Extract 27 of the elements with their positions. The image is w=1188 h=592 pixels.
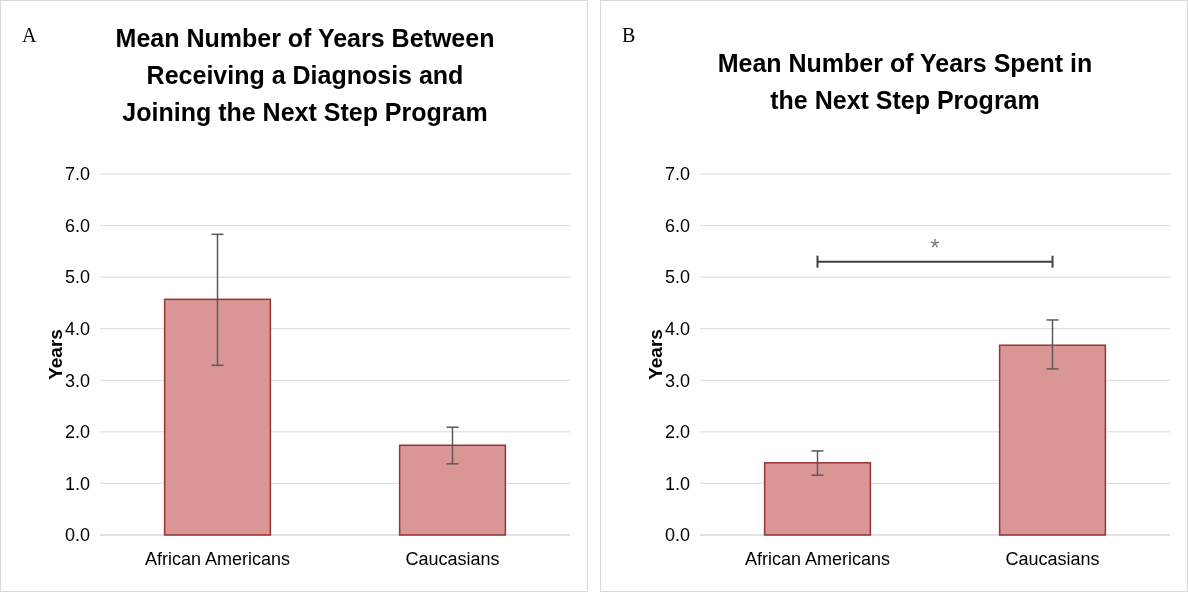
y-tick-label: 5.0 [664, 267, 690, 288]
annotation: * [930, 233, 940, 261]
y-tick-label: 6.0 [64, 215, 90, 236]
y-tick-label: 2.0 [64, 422, 90, 443]
x-tick-label: African Americans [144, 549, 291, 569]
y-tick-label: 4.0 [664, 319, 690, 340]
y-tick-label: 0.0 [64, 525, 90, 546]
y-tick-label: 1.0 [664, 473, 690, 494]
y-tick-label: 7.0 [64, 164, 90, 185]
text: B [622, 24, 636, 46]
text: A [22, 24, 37, 46]
chart-title: Mean Number of Years Between Receiving a Diagnosis and Joining the Next Step Program [115, 24, 495, 126]
y-axis-title: Years [45, 329, 66, 380]
y-tick-label: 4.0 [64, 319, 90, 340]
x-tick-label: Caucasians [405, 549, 500, 569]
y-tick-label: 6.0 [664, 215, 690, 236]
y-tick-label: 2.0 [664, 422, 690, 443]
y-tick-label: 1.0 [64, 473, 90, 494]
x-tick-label: African Americans [744, 549, 891, 569]
y-tick-label: 3.0 [64, 370, 90, 391]
y-tick-label: 7.0 [664, 164, 690, 185]
y-tick-label: 5.0 [64, 267, 90, 288]
x-tick-label: Caucasians [1005, 549, 1100, 569]
y-tick-label: 0.0 [664, 525, 690, 546]
chart-title: Mean Number of Years Spent in the Next Step Program [717, 49, 1093, 114]
y-tick-label: 3.0 [664, 370, 690, 391]
y-axis-title: Years [645, 329, 666, 380]
